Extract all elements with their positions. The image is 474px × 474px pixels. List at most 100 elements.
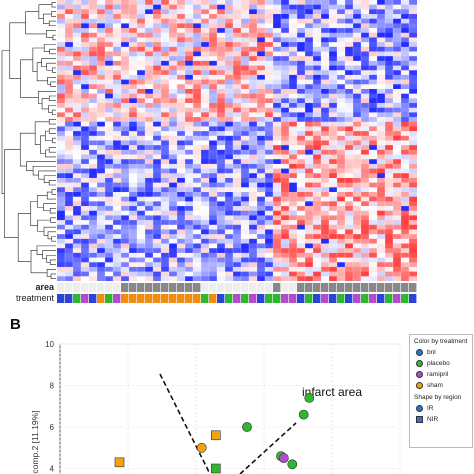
heatmap-cell <box>209 196 218 202</box>
heatmap-cell <box>129 210 138 216</box>
heatmap-cell <box>369 145 378 151</box>
heatmap-cell <box>393 149 402 155</box>
heatmap-cell <box>393 107 402 113</box>
heatmap-cell <box>345 210 354 216</box>
heatmap-cell <box>121 163 130 169</box>
area-track-cell <box>273 283 281 292</box>
heatmap-cell <box>89 187 98 193</box>
heatmap-cell <box>113 210 122 216</box>
heatmap-cell <box>377 262 386 268</box>
heatmap-cell <box>217 74 226 80</box>
heatmap-cell <box>121 234 130 240</box>
heatmap-cell <box>161 112 170 118</box>
heatmap-cell <box>193 112 202 118</box>
heatmap-cell <box>193 248 202 254</box>
heatmap-cell <box>209 121 218 127</box>
heatmap-cell <box>185 4 194 10</box>
heatmap-cell <box>401 46 410 52</box>
heatmap-cell <box>225 149 234 155</box>
heatmap-cell <box>257 201 266 207</box>
heatmap-cell <box>177 140 186 146</box>
heatmap-cell <box>73 60 82 66</box>
dendrogram-branch <box>43 203 56 212</box>
heatmap-cell <box>57 229 66 235</box>
heatmap-cell <box>321 243 330 249</box>
heatmap-cell <box>65 93 74 99</box>
heatmap-cell <box>89 154 98 160</box>
heatmap-cell <box>97 215 106 221</box>
heatmap-cell <box>401 266 410 272</box>
heatmap-cell <box>337 131 346 137</box>
heatmap-cell <box>137 112 146 118</box>
heatmap-cell <box>353 168 362 174</box>
heatmap-cell <box>105 107 114 113</box>
heatmap-cell <box>209 271 218 277</box>
heatmap-cell <box>169 103 178 109</box>
heatmap-cell <box>369 0 378 5</box>
heatmap-cell <box>161 18 170 24</box>
heatmap-cell <box>73 215 82 221</box>
heatmap-cell <box>297 238 306 244</box>
heatmap-cell <box>177 182 186 188</box>
heatmap-cell <box>289 271 298 277</box>
heatmap-cell <box>353 79 362 85</box>
heatmap-cell <box>169 131 178 137</box>
heatmap-cell <box>385 234 394 240</box>
heatmap-cell <box>65 46 74 52</box>
heatmap-cell <box>137 60 146 66</box>
heatmap-cell <box>57 135 66 141</box>
heatmap-cell <box>409 276 417 281</box>
heatmap-cell <box>329 266 338 272</box>
heatmap-cell <box>385 84 394 90</box>
heatmap-cell <box>209 252 218 258</box>
heatmap-cell <box>65 135 74 141</box>
heatmap-cell <box>297 262 306 268</box>
heatmap-cell <box>209 51 218 57</box>
heatmap-cell <box>73 32 82 38</box>
heatmap-cell <box>177 93 186 99</box>
heatmap-cell <box>281 9 290 15</box>
heatmap-cell <box>137 182 146 188</box>
heatmap-cell <box>177 271 186 277</box>
heatmap-cell <box>377 229 386 235</box>
heatmap-cell <box>217 159 226 165</box>
heatmap-cell <box>313 168 322 174</box>
heatmap-cell <box>177 149 186 155</box>
heatmap-cell <box>273 28 282 34</box>
heatmap-cell <box>281 257 290 263</box>
heatmap-cell <box>297 9 306 15</box>
heatmap-cell <box>313 4 322 10</box>
heatmap-cell <box>305 126 314 132</box>
heatmap-cell <box>137 93 146 99</box>
heatmap-cell <box>409 46 417 52</box>
heatmap-cell <box>329 224 338 230</box>
heatmap-cell <box>377 149 386 155</box>
heatmap-cell <box>233 60 242 66</box>
heatmap-cell <box>257 60 266 66</box>
heatmap-cell <box>65 42 74 48</box>
heatmap-cell <box>353 224 362 230</box>
heatmap-cell <box>377 117 386 123</box>
heatmap-cell <box>89 112 98 118</box>
treatment-track-cell <box>161 294 169 303</box>
heatmap-cell <box>249 51 258 57</box>
heatmap-cell <box>145 159 154 165</box>
heatmap-cell <box>65 220 74 226</box>
heatmap-cell <box>305 262 314 268</box>
heatmap-cell <box>241 163 250 169</box>
heatmap-cell <box>161 60 170 66</box>
heatmap-cell <box>353 238 362 244</box>
heatmap-cell <box>105 126 114 132</box>
heatmap-cell <box>225 4 234 10</box>
heatmap-cell <box>65 229 74 235</box>
heatmap-cell <box>361 163 370 169</box>
heatmap-cell <box>145 229 154 235</box>
heatmap-cell <box>313 201 322 207</box>
heatmap-cell <box>321 112 330 118</box>
heatmap-cell <box>73 14 82 20</box>
heatmap-cell <box>217 248 226 254</box>
heatmap-cell <box>65 103 74 109</box>
heatmap-cell <box>241 98 250 104</box>
heatmap-cell <box>249 248 258 254</box>
heatmap-cell <box>409 192 417 197</box>
